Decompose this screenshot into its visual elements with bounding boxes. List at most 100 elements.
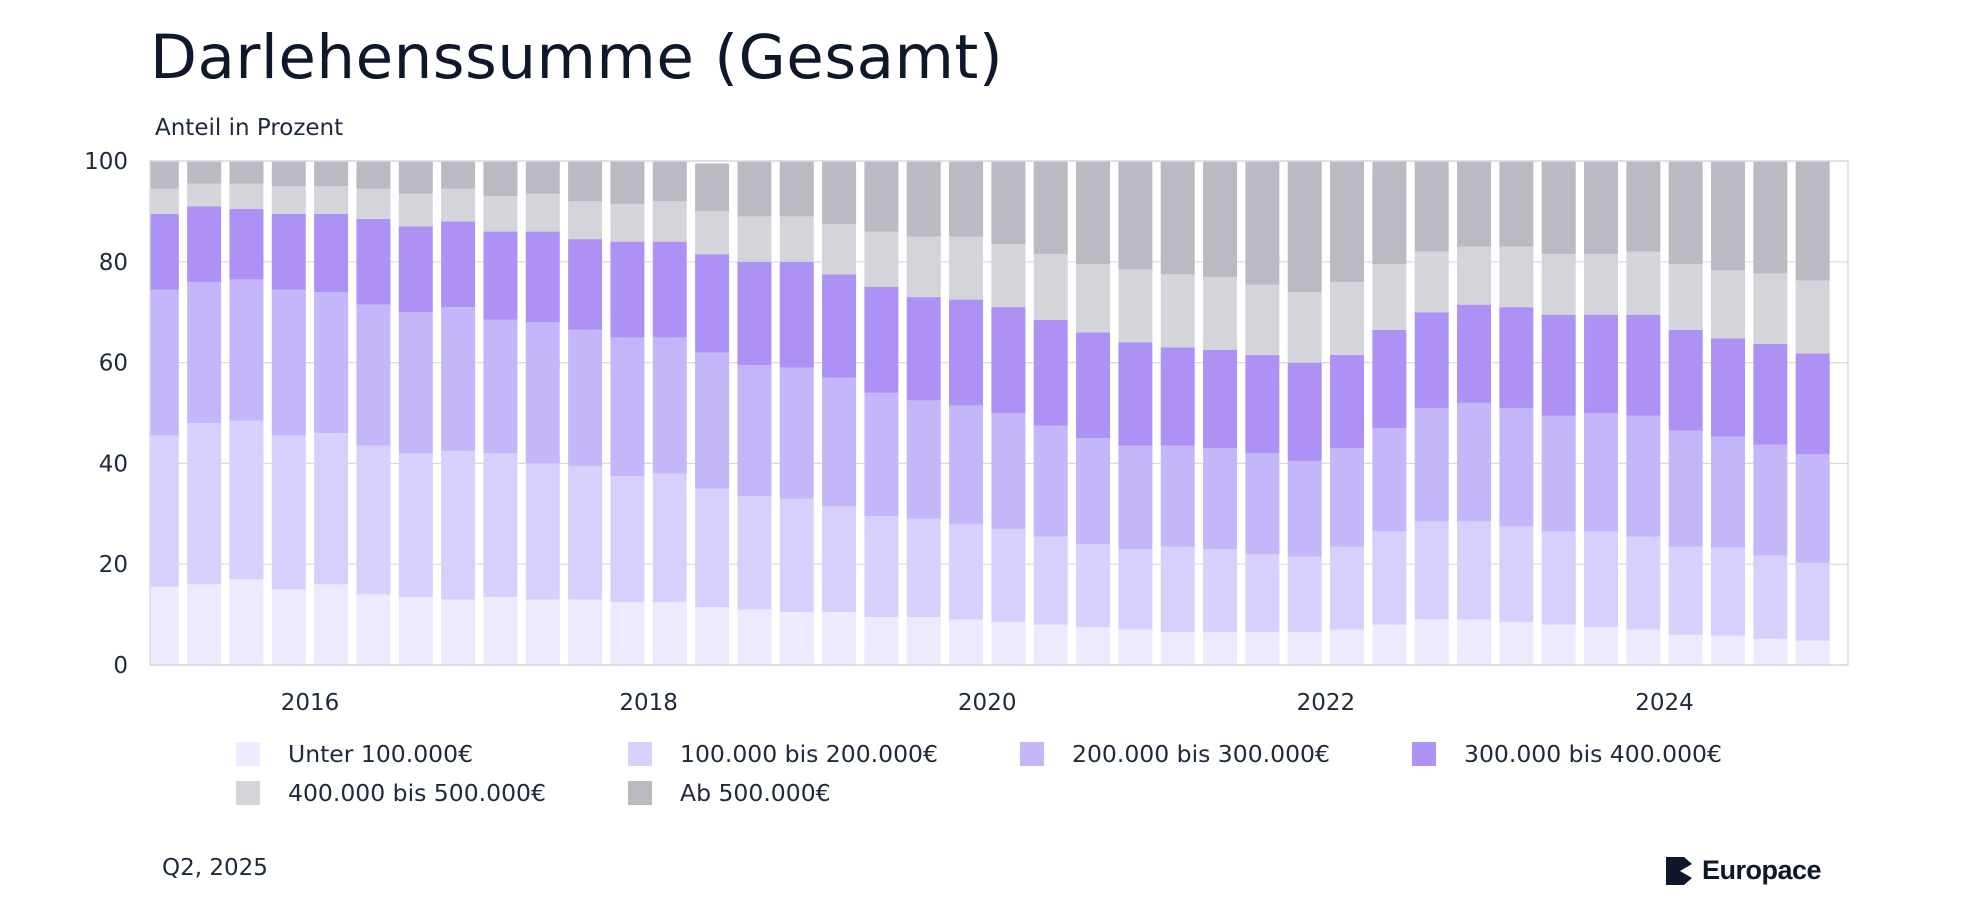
bar-segment [779,612,814,665]
y-axis-label: Anteil in Prozent [155,115,344,141]
bar-segment [991,413,1026,529]
bar-segment [652,602,687,665]
bar-segment [1499,307,1534,408]
bar-segment [525,463,560,600]
bar-segment [1245,632,1280,665]
bar-segment [1626,536,1661,630]
bar-segment [1287,460,1322,557]
bar-segment [1541,314,1576,416]
bar-segment [356,161,391,189]
legend-item-200k-300k[interactable]: 200.000 bis 300.000€ [1020,739,1412,768]
bar-segment [1330,161,1365,282]
bar-segment [1372,428,1407,532]
bar-segment [864,516,899,618]
bar-segment [483,231,518,320]
bar-segment [737,161,772,217]
bar-segment [779,161,814,217]
bar-segment [652,201,687,242]
bar-segment [1541,531,1576,625]
legend-item-400k-500k[interactable]: 400.000 bis 500.000€ [236,779,628,807]
bar-segment [525,231,560,323]
bar-segment [822,224,857,275]
bar-segment [1076,332,1111,439]
bar-segment [1795,353,1830,455]
bar-segment [271,289,306,436]
bar-segment [1668,161,1703,265]
bar-segment [314,292,349,434]
legend-label: 200.000 bis 300.000€ [1072,739,1330,768]
bar-segment [1668,264,1703,330]
bar-segment [1118,549,1153,630]
bar-segment [652,161,687,202]
bar-segment [1033,319,1068,426]
bar-segment [1499,246,1534,308]
bar-segment [1118,161,1153,270]
chart-title: Darlehenssumme (Gesamt) [150,22,1004,93]
bar-segment [1414,521,1449,620]
bar-segment [737,365,772,497]
bar-segment [737,609,772,665]
bar-segment [1753,161,1788,274]
legend-item-over-500k[interactable]: Ab 500.000€ [628,779,1020,807]
bar-segment [610,476,645,602]
bar-segment [1541,161,1576,255]
bar-segment [906,400,941,519]
bar-segment [483,196,518,232]
bar-segment [695,211,730,255]
legend-swatch [628,741,652,766]
bar-segment [1033,161,1068,255]
bar-segment [1711,547,1746,636]
bar-segment [229,161,264,184]
bar-segment [695,607,730,665]
bar-segment [1330,281,1365,356]
brand-logo[interactable]: Europace [1666,855,1822,886]
bar-segment [1372,264,1407,330]
bar-segment [1330,629,1365,665]
bar-segment [906,297,941,401]
bar-segment [1287,362,1322,461]
bar-segment [441,161,476,189]
bar-segment [822,377,857,507]
bar-segment [610,602,645,665]
bar-segment [695,254,730,353]
bar-segment [1203,549,1238,633]
bar-segment [906,161,941,237]
legend-label: 300.000 bis 400.000€ [1464,739,1722,768]
bar-segment [949,236,984,300]
bar-segment [1033,624,1068,665]
bar-segment [822,161,857,224]
bar-segment [1245,161,1280,285]
legend-item-100k-200k[interactable]: 100.000 bis 200.000€ [628,740,1020,768]
bar-segment [1372,161,1407,265]
legend-swatch [1412,741,1436,766]
bar-segment [991,622,1026,665]
bar-segment [271,435,306,590]
y-tick-label: 20 [99,552,128,578]
bar-segment [150,213,179,290]
bar-segment [906,518,941,618]
bar-segment [1372,329,1407,429]
bar-segment [483,596,518,665]
bar-segment [1076,264,1111,333]
bar-segment [1668,430,1703,547]
bar-segment [949,523,984,620]
bar-segment [1033,536,1068,625]
legend-item-under-100k[interactable]: Unter 100.000€ [236,740,628,768]
bar-segment [1076,161,1111,265]
bar-segment [1330,546,1365,630]
legend-item-300k-400k[interactable]: 300.000 bis 400.000€ [1412,739,1804,768]
bar-segment [314,213,349,293]
bar-segment [1711,436,1746,548]
bar-segment [187,281,222,424]
x-tick-label: 2024 [1635,690,1694,716]
bar-segment [1457,304,1492,403]
bar-segment [229,183,264,209]
bar-segment [1414,251,1449,313]
bar-segment [150,161,179,189]
bar-segment [1076,544,1111,628]
bar-segment [737,216,772,262]
brand-name: Europace [1702,855,1822,885]
bar-segment [398,161,433,194]
bar-segment [1795,640,1830,665]
